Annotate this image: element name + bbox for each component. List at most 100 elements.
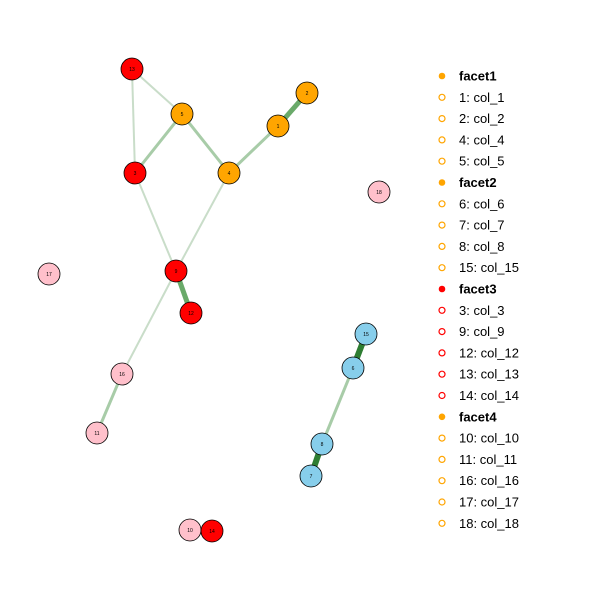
legend-item: 18: col_18	[438, 516, 519, 531]
node-circle	[266, 114, 290, 138]
node-circle	[110, 362, 134, 386]
node-label: 18	[376, 190, 382, 196]
legend-marker-open	[438, 349, 446, 357]
node-label: 16	[119, 372, 125, 378]
node-circle	[85, 421, 109, 445]
legend-marker-open	[438, 221, 446, 229]
edge-4-9	[175, 172, 230, 272]
node-label: 11	[94, 431, 99, 437]
node-7[interactable]: 7	[299, 464, 323, 488]
node-circle	[164, 259, 188, 283]
legend-header-facet4: facet4	[438, 409, 497, 424]
node-label: 13	[129, 67, 135, 73]
legend-item-text: 17: col_17	[459, 495, 519, 510]
node-label: 6	[352, 366, 355, 372]
legend-item-text: 15: col_15	[459, 260, 519, 275]
node-circle	[37, 262, 61, 286]
node-circle	[123, 161, 147, 185]
node-circle	[310, 432, 334, 456]
node-label: 4	[228, 171, 231, 177]
node-16[interactable]: 16	[110, 362, 134, 386]
legend-item: 10: col_10	[438, 431, 519, 446]
node-circle	[200, 519, 224, 543]
legend-item-text: 11: col_11	[459, 452, 517, 467]
node-17[interactable]: 17	[37, 262, 61, 286]
legend-item: 15: col_15	[438, 260, 519, 275]
node-6[interactable]: 6	[341, 356, 365, 380]
legend: facet1 1: col_1 2: col_2 4: col_4 5: col_5fa…	[438, 69, 519, 531]
legend-marker-open	[438, 114, 446, 123]
legend-item-text: 12: col_12	[459, 345, 519, 360]
legend-item-text: 10: col_10	[459, 431, 519, 446]
node-14[interactable]: 14	[200, 519, 224, 543]
node-13[interactable]: 13	[120, 57, 144, 81]
node-circle	[354, 322, 378, 346]
node-8[interactable]: 8	[310, 432, 334, 456]
legend-marker-open	[438, 434, 446, 442]
legend-marker-open	[438, 328, 446, 336]
legend-item: 8: col_8	[438, 239, 505, 254]
legend-item-text: 6: col_6	[459, 196, 505, 211]
node-label: 8	[321, 442, 324, 448]
node-label: 2	[306, 91, 309, 97]
legend-item: 14: col_14	[438, 388, 519, 403]
legend-item-text: 14: col_14	[459, 388, 519, 403]
node-label: 15	[363, 332, 369, 338]
edge-5-3	[133, 113, 184, 174]
legend-header-facet2: facet2	[438, 175, 497, 190]
node-label: 9	[175, 269, 178, 275]
legend-marker-open	[438, 306, 446, 314]
node-15[interactable]: 15	[354, 322, 378, 346]
legend-item: 11: col_11	[438, 452, 517, 467]
legend-item: 16: col_16	[438, 473, 519, 488]
node-circle	[367, 180, 391, 204]
legend-item-text: 7: col_7	[459, 218, 505, 233]
node-3[interactable]: 3	[123, 161, 147, 185]
legend-item: 13: col_13	[438, 367, 519, 382]
legend-item-text: 3: col_3	[459, 303, 505, 318]
legend-item-text: 13: col_13	[459, 367, 519, 382]
node-2[interactable]: 2	[295, 81, 319, 105]
legend-header-text: facet3	[459, 282, 497, 297]
legend-item-text: 4: col_4	[459, 132, 505, 147]
legend-marker-open	[438, 242, 446, 250]
edge-6-8	[320, 367, 355, 445]
node-5[interactable]: 5	[170, 102, 194, 126]
legend-marker-open	[438, 157, 446, 165]
edges-layer	[95, 68, 369, 532]
node-4[interactable]: 4	[217, 161, 241, 185]
node-11[interactable]: 11	[85, 421, 109, 445]
node-label: 12	[188, 311, 194, 317]
legend-marker-open	[438, 264, 446, 272]
node-10[interactable]: 10	[178, 518, 202, 542]
legend-marker-open	[438, 370, 446, 378]
legend-marker-open	[438, 391, 446, 400]
legend-marker-open	[438, 498, 446, 506]
node-circle	[299, 464, 323, 488]
legend-item: 6: col_6	[438, 196, 505, 211]
node-12[interactable]: 12	[179, 301, 203, 325]
node-9[interactable]: 9	[164, 259, 188, 283]
legend-marker-open	[438, 519, 446, 527]
legend-marker-filled	[438, 413, 446, 421]
legend-marker-open	[438, 455, 446, 463]
legend-header-text: facet4	[459, 409, 497, 424]
node-label: 14	[209, 529, 215, 535]
legend-item-text: 18: col_18	[459, 516, 519, 531]
legend-marker-filled	[438, 72, 446, 80]
node-circle	[170, 102, 194, 126]
node-1[interactable]: 1	[266, 114, 290, 138]
legend-header-facet3: facet3	[438, 282, 497, 297]
legend-marker-open	[438, 200, 446, 208]
legend-item-text: 2: col_2	[459, 111, 505, 126]
legend-marker-open	[438, 477, 446, 485]
legend-item: 9: col_9	[438, 324, 505, 339]
node-circle	[120, 57, 144, 81]
node-label: 3	[134, 171, 137, 177]
edge-9-16	[121, 270, 177, 375]
legend-item-text: 8: col_8	[459, 239, 505, 254]
legend-item: 3: col_3	[438, 303, 505, 318]
node-18[interactable]: 18	[367, 180, 391, 204]
